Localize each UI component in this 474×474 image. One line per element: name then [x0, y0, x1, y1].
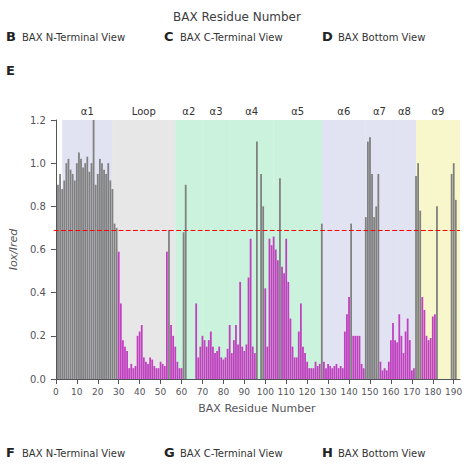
svg-text:BAX N-Terminal View: BAX N-Terminal View [22, 448, 125, 459]
svg-text:BAX Residue Number: BAX Residue Number [198, 402, 316, 415]
svg-text:BAX C-Terminal View: BAX C-Terminal View [180, 448, 283, 459]
svg-text:10: 10 [71, 387, 83, 397]
svg-text:170: 170 [403, 387, 420, 397]
svg-text:90: 90 [239, 387, 251, 397]
svg-text:40: 40 [134, 387, 146, 397]
svg-text:Iox/Ired: Iox/Ired [7, 228, 20, 271]
svg-text:0.2: 0.2 [30, 330, 46, 341]
svg-text:1.2: 1.2 [30, 115, 46, 126]
svg-text:BAX Bottom View: BAX Bottom View [338, 448, 425, 459]
svg-text:D: D [322, 29, 333, 44]
svg-text:30: 30 [113, 387, 125, 397]
svg-text:α8: α8 [398, 106, 411, 117]
svg-text:140: 140 [340, 387, 357, 397]
svg-text:H: H [322, 445, 333, 460]
svg-text:190: 190 [445, 387, 462, 397]
svg-text:α9: α9 [432, 106, 445, 117]
svg-text:130: 130 [319, 387, 336, 397]
svg-text:G: G [164, 445, 175, 460]
svg-text:1.0: 1.0 [30, 158, 46, 169]
svg-text:0.6: 0.6 [30, 244, 46, 255]
svg-text:120: 120 [299, 387, 316, 397]
svg-text:Loop: Loop [132, 106, 156, 117]
svg-text:160: 160 [382, 387, 399, 397]
svg-text:100: 100 [257, 387, 274, 397]
svg-text:80: 80 [218, 387, 230, 397]
svg-text:α5: α5 [291, 106, 304, 117]
svg-text:α1: α1 [81, 106, 94, 117]
svg-text:150: 150 [361, 387, 378, 397]
svg-text:50: 50 [155, 387, 167, 397]
svg-text:BAX Bottom View: BAX Bottom View [338, 32, 425, 43]
svg-text:BAX Residue Number: BAX Residue Number [173, 10, 301, 24]
svg-text:E: E [6, 63, 15, 78]
svg-text:α4: α4 [245, 106, 258, 117]
svg-text:BAX C-Terminal View: BAX C-Terminal View [180, 32, 283, 43]
svg-text:B: B [6, 29, 16, 44]
svg-text:60: 60 [176, 387, 188, 397]
svg-text:110: 110 [278, 387, 295, 397]
svg-text:F: F [6, 445, 15, 460]
svg-text:0.8: 0.8 [30, 201, 46, 212]
svg-text:180: 180 [424, 387, 441, 397]
svg-text:0.4: 0.4 [30, 287, 46, 298]
svg-text:20: 20 [92, 387, 104, 397]
svg-text:α6: α6 [337, 106, 350, 117]
svg-text:0: 0 [53, 387, 59, 397]
svg-text:α7: α7 [373, 106, 386, 117]
svg-text:C: C [164, 29, 174, 44]
svg-text:α3: α3 [210, 106, 223, 117]
svg-text:BAX N-Terminal View: BAX N-Terminal View [22, 32, 125, 43]
svg-text:70: 70 [197, 387, 209, 397]
svg-text:0.0: 0.0 [30, 374, 46, 385]
svg-text:α2: α2 [182, 106, 195, 117]
